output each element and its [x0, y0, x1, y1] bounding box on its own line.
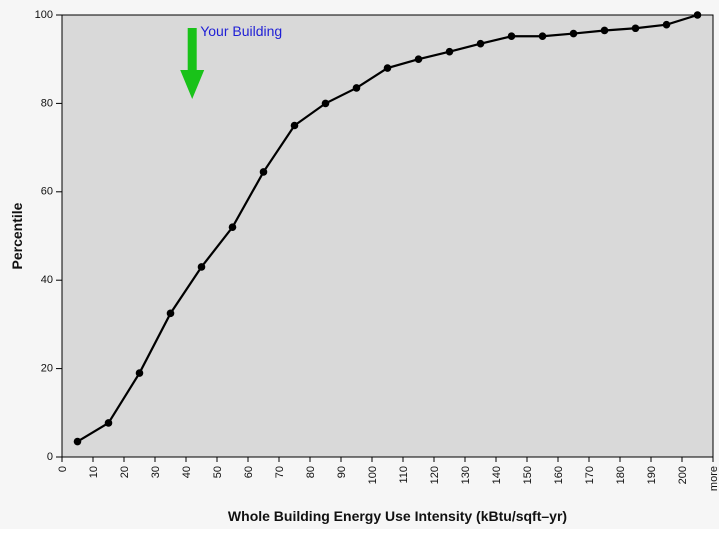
- y-axis-ticks: 0 20 40 60 80 100: [35, 9, 62, 463]
- x-tick-label: 0: [57, 466, 69, 472]
- data-point: [135, 369, 144, 377]
- x-tick-label: 130: [460, 466, 472, 484]
- x-tick-label: 100: [367, 466, 379, 484]
- x-tick-label: 70: [274, 466, 286, 478]
- data-point: [631, 24, 640, 33]
- data-point: [507, 32, 516, 41]
- data-point: [693, 11, 702, 19]
- y-tick-label: 80: [41, 97, 53, 109]
- data-point: [445, 47, 454, 56]
- x-tick-label: 150: [522, 466, 534, 484]
- x-tick-label: 140: [491, 466, 503, 484]
- data-point: [600, 26, 609, 35]
- x-tick-label: 50: [212, 466, 224, 478]
- x-tick-label: 120: [429, 466, 441, 484]
- data-point: [538, 32, 547, 41]
- x-tick-label: 80: [305, 466, 317, 478]
- y-tick-label: 20: [41, 363, 53, 375]
- data-point: [476, 39, 485, 48]
- data-point: [662, 20, 671, 29]
- x-tick-label: 60: [243, 466, 255, 478]
- x-tick-label: 190: [646, 466, 658, 484]
- x-tick-label: 170: [584, 466, 596, 484]
- annotation-layer: Your Building: [180, 23, 282, 99]
- your-building-label: Your Building: [200, 23, 282, 39]
- y-tick-label: 100: [35, 9, 53, 21]
- x-tick-label: 110: [398, 466, 410, 484]
- data-point: [383, 64, 392, 72]
- data-point: [414, 55, 423, 63]
- plot-area: [61, 14, 714, 458]
- y-tick-label: 0: [47, 451, 53, 463]
- x-tick-label: 180: [615, 466, 627, 484]
- data-point: [352, 84, 361, 92]
- data-point: [73, 437, 82, 446]
- your-building-arrow-icon: [180, 28, 205, 99]
- data-point: [166, 309, 175, 318]
- y-tick-label: 40: [41, 274, 53, 286]
- data-point: [321, 99, 330, 108]
- x-tick-label: 10: [88, 466, 100, 478]
- x-axis-ticks: 0 10 20 30 40 50 60 70 80 90 100 110 120 130 140 150 160…: [57, 457, 719, 491]
- x-tick-label: 30: [150, 466, 162, 478]
- x-tick-label: 20: [119, 466, 131, 478]
- x-tick-label: 40: [181, 466, 193, 478]
- x-tick-label: 90: [336, 466, 348, 478]
- data-point: [104, 419, 113, 427]
- data-point: [259, 168, 268, 176]
- x-tick-label: 200: [677, 466, 689, 484]
- data-point: [569, 29, 578, 38]
- y-tick-label: 60: [41, 186, 53, 198]
- data-point: [197, 263, 206, 271]
- data-point: [290, 121, 299, 130]
- y-axis-title: Percentile: [9, 202, 25, 269]
- x-tick-label: 160: [553, 466, 565, 484]
- data-point: [228, 223, 237, 231]
- x-axis-title: Whole Building Energy Use Intensity (kBt…: [228, 508, 567, 524]
- series-layer: [73, 11, 702, 446]
- x-tick-label: more: [708, 466, 719, 491]
